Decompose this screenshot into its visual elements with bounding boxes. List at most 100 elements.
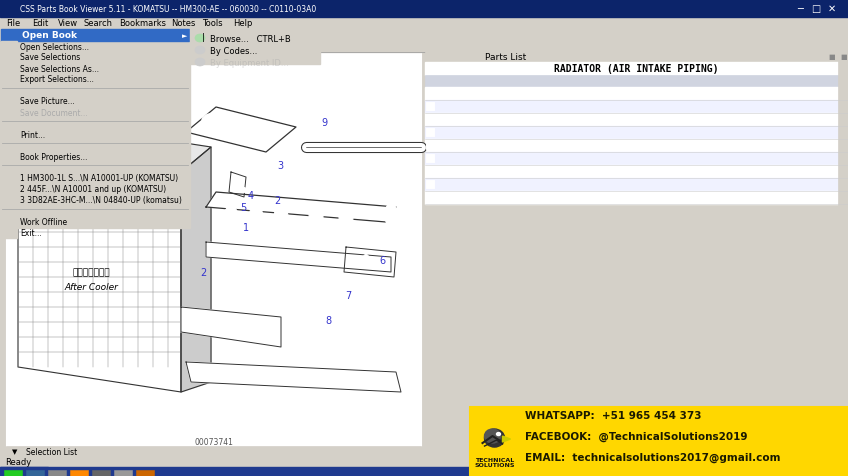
Text: Open Selections...: Open Selections...: [20, 42, 89, 51]
Text: View: View: [58, 19, 78, 28]
Text: File: File: [6, 19, 20, 28]
Bar: [1, 174, 17, 184]
Bar: [1, 218, 17, 228]
Text: |: |: [202, 32, 205, 41]
Ellipse shape: [242, 188, 247, 193]
Text: Open Book: Open Book: [22, 31, 77, 40]
Text: Save Document...: Save Document...: [20, 108, 87, 117]
Text: 7: 7: [345, 290, 351, 300]
Text: EMAIL:  technicalsolutions2017@gmail.com: EMAIL: technicalsolutions2017@gmail.com: [525, 452, 780, 462]
Bar: [48, 470, 66, 476]
Bar: [425, 76, 848, 88]
Bar: [426, 142, 434, 149]
Bar: [426, 90, 434, 98]
Ellipse shape: [276, 209, 286, 226]
Bar: [0, 41, 848, 53]
Ellipse shape: [195, 47, 205, 55]
Text: Exit...: Exit...: [20, 229, 42, 238]
Bar: [425, 127, 848, 140]
Text: 5: 5: [240, 203, 246, 213]
Text: Browse...   CTRL+B: Browse... CTRL+B: [210, 34, 291, 43]
Bar: [114, 470, 132, 476]
Bar: [1, 130, 17, 140]
Bar: [1, 97, 17, 107]
Bar: [1, 30, 189, 42]
Text: Print...: Print...: [20, 130, 45, 139]
Bar: [0, 457, 848, 467]
Bar: [1, 196, 17, 206]
Bar: [0, 0, 848, 18]
Bar: [425, 166, 848, 178]
Polygon shape: [503, 436, 510, 442]
Bar: [470, 407, 848, 476]
Text: By Equipment ID...: By Equipment ID...: [210, 59, 289, 68]
Polygon shape: [206, 193, 396, 223]
Text: WHATSAPP:  +51 965 454 373: WHATSAPP: +51 965 454 373: [525, 410, 701, 420]
Bar: [92, 470, 110, 476]
Ellipse shape: [224, 207, 238, 228]
Text: 8: 8: [325, 315, 331, 325]
Text: 3 3D82AE-3HC-M...\N 04840-UP (komatsu): 3 3D82AE-3HC-M...\N 04840-UP (komatsu): [20, 196, 181, 205]
Bar: [0, 467, 48, 476]
Text: RADIATOR (AIR INTAKE PIPING): RADIATOR (AIR INTAKE PIPING): [555, 64, 719, 74]
Text: 9: 9: [321, 118, 327, 128]
Text: TECHNICAL
SOLUTIONS: TECHNICAL SOLUTIONS: [474, 456, 515, 467]
Ellipse shape: [484, 429, 500, 443]
Text: ▼: ▼: [12, 448, 17, 455]
Bar: [1, 64, 17, 74]
Text: ■: ■: [840, 54, 846, 60]
Bar: [425, 114, 848, 127]
Text: Work Offline: Work Offline: [20, 218, 67, 227]
Bar: [0, 29, 190, 228]
Text: アフタークーラ: アフタークーラ: [72, 268, 109, 277]
Text: Save Selections As...: Save Selections As...: [20, 64, 99, 73]
Polygon shape: [186, 362, 401, 392]
Bar: [1, 228, 17, 238]
Text: ﾗｼﾞｴｰﾀ: ﾗｼﾞｴｰﾀ: [41, 193, 66, 199]
Bar: [190, 29, 320, 65]
Bar: [1, 152, 17, 162]
Bar: [0, 18, 848, 29]
Bar: [425, 63, 848, 76]
Ellipse shape: [496, 433, 500, 436]
Polygon shape: [229, 173, 246, 198]
Bar: [426, 180, 434, 188]
Ellipse shape: [249, 207, 263, 228]
Text: 3: 3: [277, 161, 283, 170]
Bar: [425, 88, 848, 101]
Text: 1: 1: [243, 223, 249, 232]
Text: Book Properties...: Book Properties...: [20, 152, 87, 161]
Text: 2: 2: [160, 131, 166, 141]
Polygon shape: [181, 307, 281, 347]
Text: Help: Help: [233, 19, 253, 28]
Bar: [70, 470, 88, 476]
Bar: [425, 101, 848, 114]
Text: 6: 6: [379, 256, 385, 266]
Text: Tools: Tools: [203, 19, 223, 28]
Text: CSS Parts Book Viewer 5.11 - KOMATSU -- HM300-AE -- 060030 -- C0110-03A0: CSS Parts Book Viewer 5.11 - KOMATSU -- …: [20, 4, 316, 13]
Ellipse shape: [195, 59, 205, 67]
Text: 2: 2: [200, 268, 206, 278]
Polygon shape: [186, 108, 296, 153]
Text: Parts List: Parts List: [485, 52, 527, 61]
Bar: [1, 108, 17, 118]
Text: After Cooler: After Cooler: [64, 283, 118, 292]
Ellipse shape: [339, 207, 353, 228]
Ellipse shape: [236, 180, 241, 185]
Polygon shape: [18, 123, 211, 173]
Text: 2 445F...\N A10001 and up (KOMATSU): 2 445F...\N A10001 and up (KOMATSU): [20, 185, 166, 194]
Text: ｼﾞｰｸﾞ: ｼﾞｰｸﾞ: [41, 183, 62, 189]
Polygon shape: [181, 148, 211, 392]
Text: Notes: Notes: [171, 19, 196, 28]
Ellipse shape: [385, 204, 397, 228]
Bar: [426, 103, 434, 111]
Bar: [426, 129, 434, 137]
Bar: [136, 470, 154, 476]
Ellipse shape: [251, 209, 261, 226]
Text: Edit: Edit: [32, 19, 48, 28]
Text: Export Selections...: Export Selections...: [20, 75, 94, 84]
Ellipse shape: [226, 209, 236, 226]
Text: Save Picture...: Save Picture...: [20, 97, 75, 106]
Bar: [425, 51, 848, 63]
Text: ►: ►: [182, 33, 187, 39]
